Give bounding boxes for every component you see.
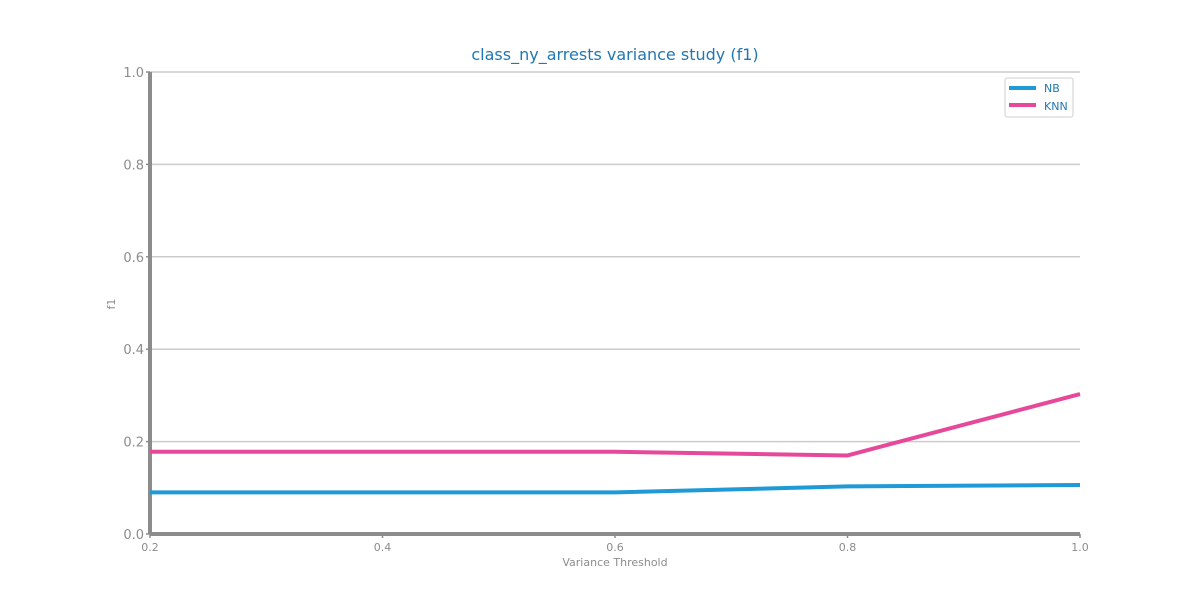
series-lines xyxy=(150,392,1081,495)
x-axis-label: Variance Threshold xyxy=(562,556,667,569)
axes xyxy=(148,72,1080,536)
legend-label-knn: KNN xyxy=(1044,100,1068,113)
grid-lines xyxy=(150,71,1080,443)
chart-title: class_ny_arrests variance study (f1) xyxy=(471,45,758,65)
y-tick-label: 0.4 xyxy=(123,343,144,358)
x-tick-label: 0.4 xyxy=(374,541,392,554)
legend-label-nb: NB xyxy=(1044,82,1060,95)
y-tick-label: 0.0 xyxy=(123,528,144,543)
series-line-nb xyxy=(150,483,1081,495)
legend: NB KNN xyxy=(1004,77,1074,118)
x-tick-label: 0.8 xyxy=(839,541,857,554)
y-tick-label: 0.6 xyxy=(123,251,144,266)
y-axis-label: f1 xyxy=(105,299,118,310)
tick-marks: 0.00.20.40.60.81.00.2 0.4 0.6 0.8 1.0 xyxy=(123,66,1088,554)
x-tick-label: 0.6 xyxy=(606,541,624,554)
x-tick-label: 0.2 xyxy=(141,541,159,554)
y-tick-label: 0.8 xyxy=(123,158,144,173)
y-tick-label: 1.0 xyxy=(123,66,144,81)
x-tick-label: 1.0 xyxy=(1071,541,1089,554)
series-line-knn xyxy=(150,392,1081,458)
y-tick-label: 0.2 xyxy=(123,436,144,451)
